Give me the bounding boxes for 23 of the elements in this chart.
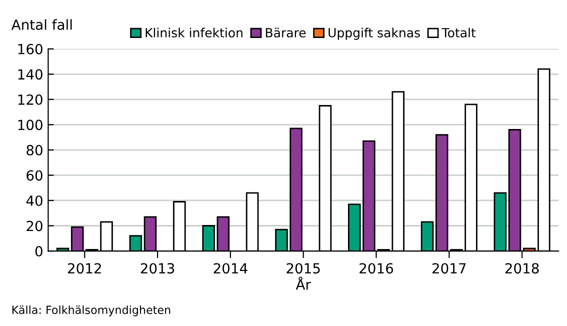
legend-label: Klinisk infektion: [146, 28, 242, 38]
text: Källa: Folkhälsomyndigheten: [12, 305, 170, 316]
y-tick-label: 100: [18, 120, 42, 130]
x-tick-label: 2017: [432, 263, 466, 274]
legend-label: Uppgift saknas: [328, 28, 420, 40]
x-tick-label: 2016: [360, 263, 394, 274]
y-tick-label: 80: [26, 144, 42, 156]
y-tick-label: 40: [26, 195, 42, 206]
x-tick-label: 2012: [68, 263, 101, 274]
legend-label: Bärare: [266, 28, 306, 38]
x-tick-label: 2013: [140, 263, 174, 274]
x-tick-label: 2014: [214, 263, 248, 274]
x-axis-title: År: [296, 276, 311, 290]
y-tick-label: 60: [26, 170, 42, 181]
y-tick-label: 140: [18, 69, 42, 80]
legend-label: Totalt: [442, 28, 476, 38]
y-tick-label: 0: [35, 246, 42, 256]
y-tick-label: 20: [26, 220, 42, 232]
y-tick-label: 160: [18, 44, 42, 54]
y-axis-title: Antal fall: [11, 19, 72, 30]
x-tick-label: 2018: [505, 263, 539, 274]
y-tick-label: 120: [18, 94, 42, 105]
x-tick-label: 2015: [286, 263, 320, 274]
